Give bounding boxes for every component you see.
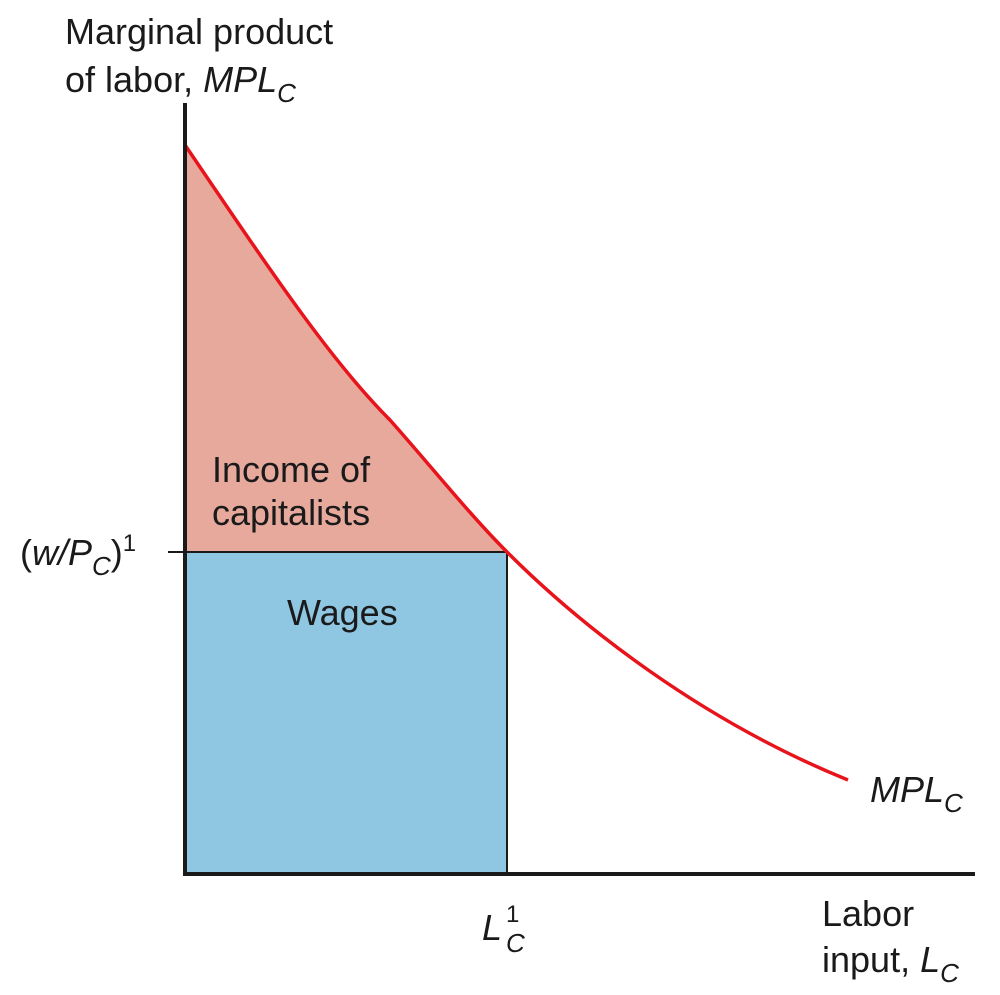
- capitalists-label-line2: capitalists: [212, 492, 370, 533]
- x-axis-label-line2: input, LC: [822, 939, 959, 988]
- capitalists-income-region: [185, 145, 507, 552]
- mpl-curve-label: MPLC: [870, 769, 963, 818]
- mpl-curve: [183, 144, 849, 782]
- wages-region: [185, 552, 507, 874]
- x-axis-label-line1: Labor: [822, 893, 914, 934]
- x-tick-label-sup: 1: [506, 901, 519, 928]
- wages-label: Wages: [287, 592, 398, 633]
- x-tick-label-sub: C: [506, 928, 525, 958]
- y-axis-label-line2: of labor, MPLC: [65, 59, 296, 108]
- x-tick-label: L: [482, 907, 502, 948]
- y-tick-label: (w/PC)1: [20, 530, 136, 581]
- capitalists-label-line1: Income of: [212, 449, 371, 490]
- y-axis-label-line1: Marginal product: [65, 11, 333, 52]
